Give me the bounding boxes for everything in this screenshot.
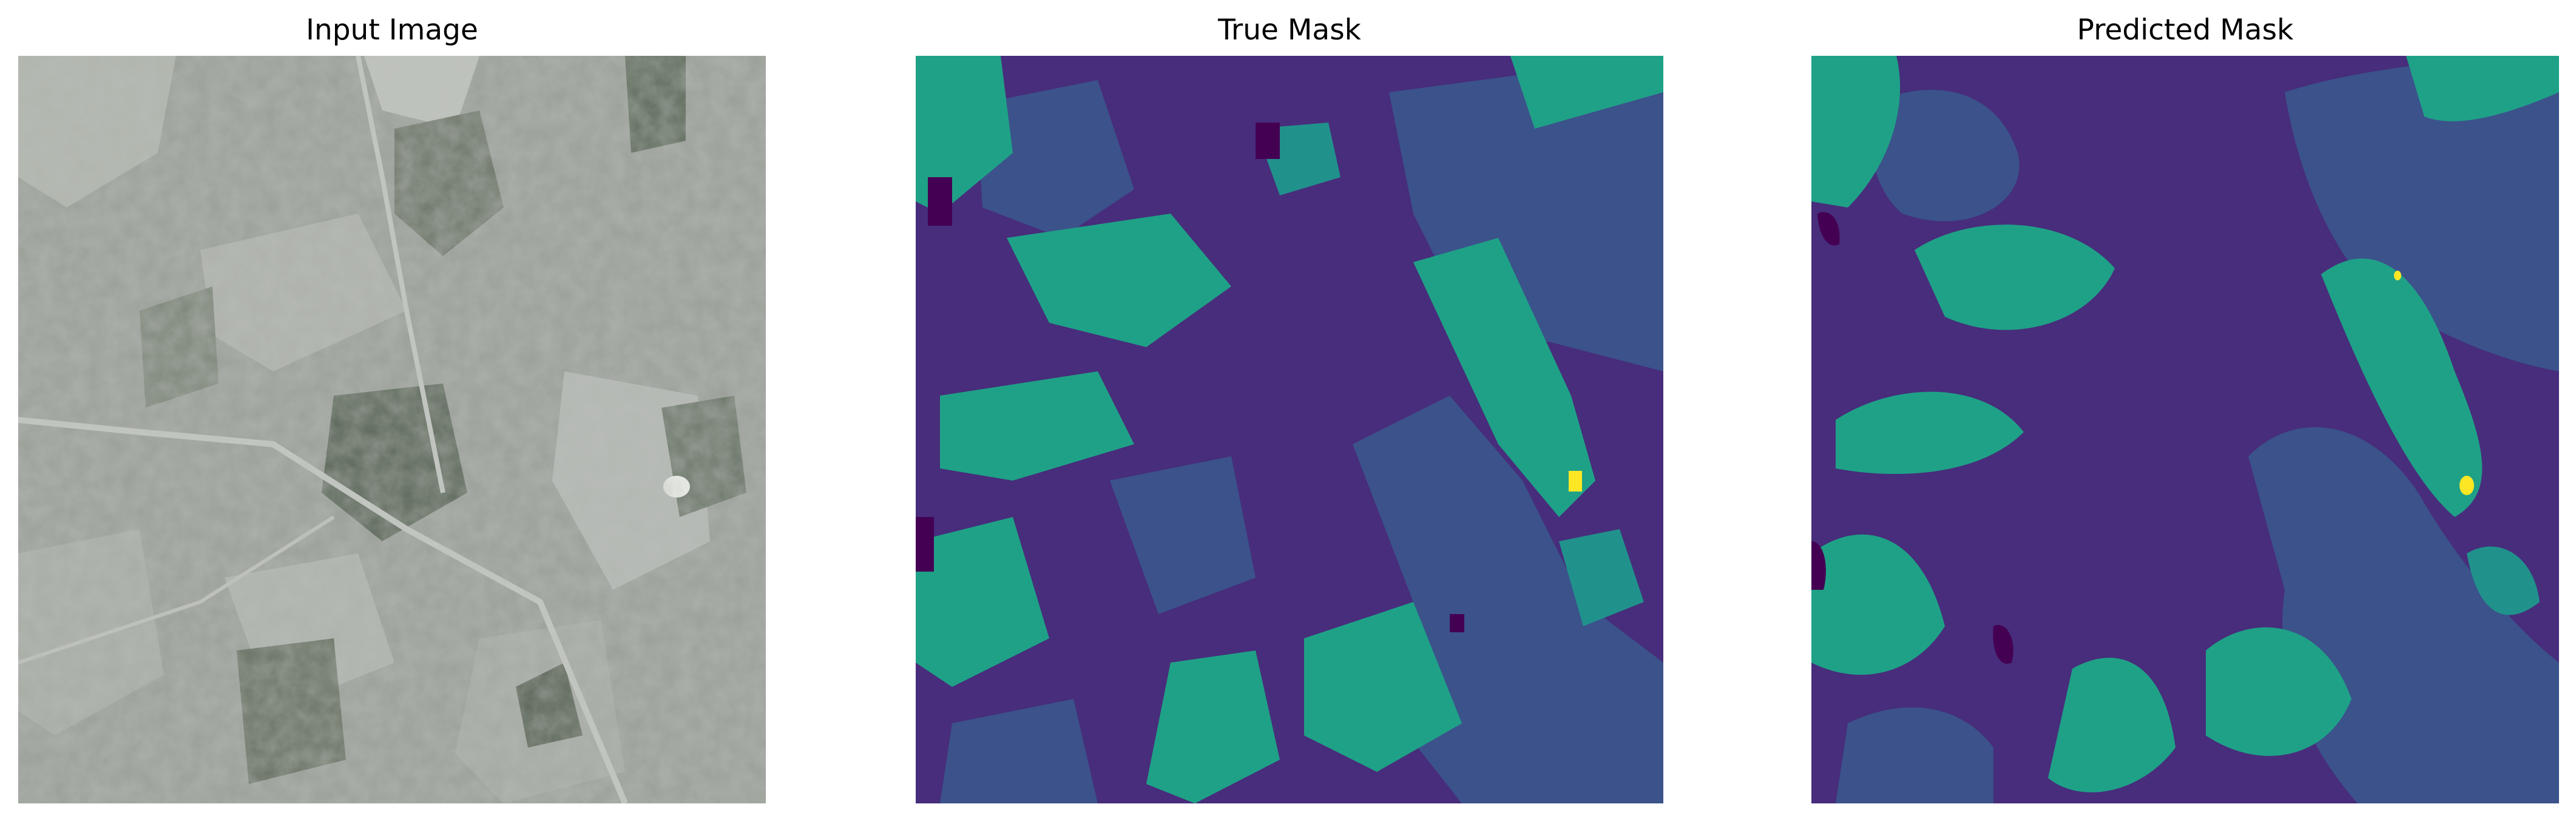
predicted-mask-title: Predicted Mask [2077, 13, 2294, 47]
input-image-title: Input Image [306, 13, 478, 47]
true-mask-panel: True Mask [916, 0, 1663, 821]
input-image-panel: Input Image [18, 0, 766, 821]
input-image [18, 56, 766, 803]
true-mask-image [916, 56, 1663, 803]
predicted-mask-panel: Predicted Mask [1811, 0, 2559, 821]
predicted-mask-image [1811, 56, 2559, 803]
true-mask-title: True Mask [1218, 13, 1361, 47]
